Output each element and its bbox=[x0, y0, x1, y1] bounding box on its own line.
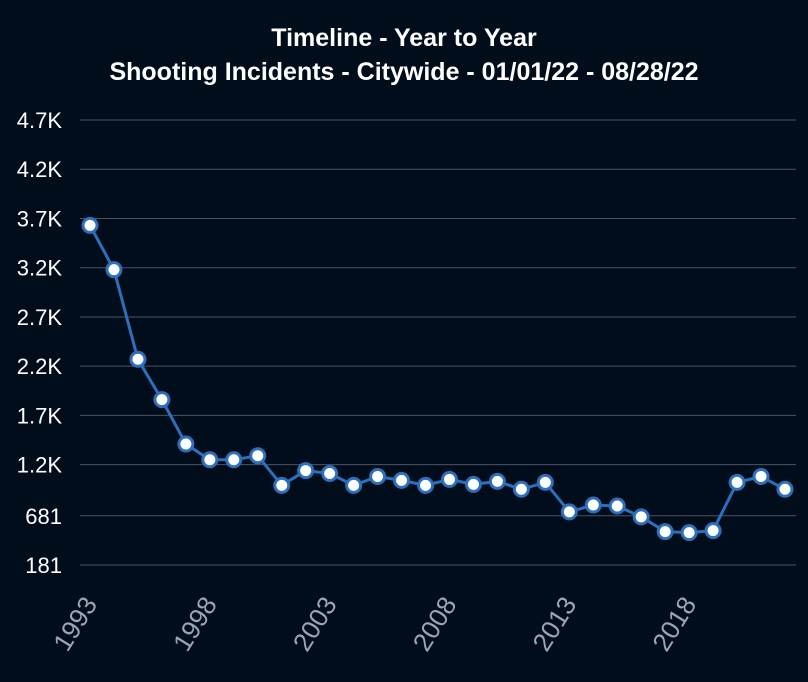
y-tick-label: 3.7K bbox=[17, 206, 63, 231]
y-tick-label: 2.7K bbox=[17, 305, 63, 330]
data-point[interactable] bbox=[752, 467, 770, 485]
data-point[interactable] bbox=[776, 480, 794, 498]
data-point[interactable] bbox=[656, 523, 674, 541]
data-point[interactable] bbox=[464, 475, 482, 493]
data-point[interactable] bbox=[728, 473, 746, 491]
data-point[interactable] bbox=[560, 503, 578, 521]
y-axis-ticks: 181 681 1.2K 1.7K 2.2K 2.7K 3.2K 3.7K 4.2K 4.7K bbox=[17, 108, 63, 578]
data-point[interactable] bbox=[680, 524, 698, 542]
data-point[interactable] bbox=[369, 467, 387, 485]
data-point[interactable] bbox=[440, 470, 458, 488]
data-point[interactable] bbox=[105, 261, 123, 279]
grid-lines bbox=[80, 119, 796, 566]
data-point[interactable] bbox=[129, 350, 147, 368]
y-tick-label: 2.2K bbox=[17, 354, 63, 379]
data-point[interactable] bbox=[177, 435, 195, 453]
data-point[interactable] bbox=[512, 480, 530, 498]
y-tick-label: 181 bbox=[25, 553, 62, 578]
y-tick-label: 681 bbox=[25, 504, 62, 529]
data-point[interactable] bbox=[536, 473, 554, 491]
data-point[interactable] bbox=[297, 462, 315, 480]
series-line bbox=[88, 224, 786, 535]
y-tick-label: 1.7K bbox=[17, 403, 63, 428]
data-point[interactable] bbox=[273, 476, 291, 494]
data-point[interactable] bbox=[488, 472, 506, 490]
data-point[interactable] bbox=[153, 391, 171, 409]
data-point[interactable] bbox=[321, 465, 339, 483]
data-point[interactable] bbox=[608, 497, 626, 515]
data-point[interactable] bbox=[417, 476, 435, 494]
x-tick-label: 2003 bbox=[287, 591, 343, 656]
data-points bbox=[81, 216, 794, 542]
x-axis-ticks: 1993 1998 2003 2008 2013 2018 bbox=[47, 591, 702, 656]
data-point[interactable] bbox=[81, 216, 99, 234]
chart-title: Timeline - Year to Year bbox=[271, 24, 537, 52]
x-tick-label: 2013 bbox=[526, 591, 582, 656]
y-tick-label: 4.7K bbox=[17, 108, 63, 133]
chart-subtitle: Shooting Incidents - Citywide - 01/01/22… bbox=[109, 58, 698, 86]
y-tick-label: 4.2K bbox=[17, 157, 63, 182]
y-tick-label: 1.2K bbox=[17, 453, 63, 478]
data-point[interactable] bbox=[201, 451, 219, 469]
y-tick-label: 3.2K bbox=[17, 256, 63, 281]
data-point[interactable] bbox=[345, 476, 363, 494]
data-point[interactable] bbox=[704, 522, 722, 540]
data-point[interactable] bbox=[584, 496, 602, 514]
data-point[interactable] bbox=[393, 471, 411, 489]
x-tick-label: 2008 bbox=[406, 591, 462, 656]
x-tick-label: 1993 bbox=[47, 591, 103, 656]
data-point[interactable] bbox=[249, 447, 267, 465]
data-point[interactable] bbox=[225, 451, 243, 469]
x-tick-label: 2018 bbox=[646, 591, 702, 656]
x-tick-label: 1998 bbox=[167, 591, 223, 656]
data-point[interactable] bbox=[632, 508, 650, 526]
